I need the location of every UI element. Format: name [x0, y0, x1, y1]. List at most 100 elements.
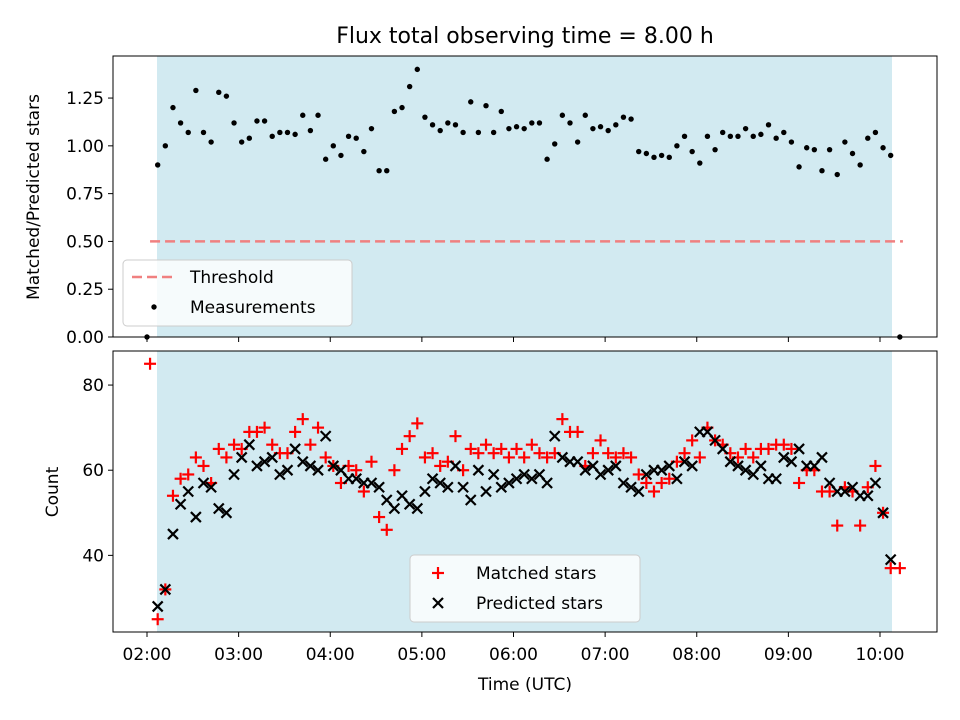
measurement-point [658, 152, 665, 159]
predicted-points [151, 426, 897, 613]
matched-point [632, 468, 645, 481]
measurement-point [246, 135, 253, 141]
measurement-point [842, 139, 848, 145]
predicted-point [778, 451, 790, 464]
matched-point [464, 442, 477, 455]
predicted-point [671, 472, 683, 485]
x-tick-label: 09:00 [764, 645, 813, 665]
predicted-point [541, 477, 553, 489]
matched-point [304, 438, 317, 451]
predicted-point [365, 477, 378, 489]
predicted-point [205, 481, 217, 494]
predicted-point [770, 472, 782, 485]
measurement-point [559, 112, 566, 118]
matched-point [502, 451, 515, 464]
measurement-point [758, 131, 764, 138]
top-axes-frame [112, 55, 938, 338]
top-x-ticks [146, 337, 881, 342]
measurement-point [811, 146, 818, 153]
matched-point [831, 519, 844, 532]
predicted-point [556, 451, 569, 464]
predicted-point [785, 455, 798, 468]
measurement-point [154, 162, 161, 168]
predicted-point [716, 443, 729, 455]
matched-point [373, 511, 386, 524]
measurement-point [651, 154, 657, 161]
matched-point [197, 459, 210, 472]
measurement-point [536, 120, 543, 126]
predicted-point [884, 553, 897, 566]
predicted-point [235, 451, 248, 464]
bottom-legend: Matched stars Predicted stars [409, 554, 641, 623]
measurement-point [429, 122, 436, 128]
measurement-point [208, 139, 214, 145]
matched-legend-label: Matched stars [476, 564, 596, 584]
predicted-point [182, 485, 195, 498]
matched-point [266, 438, 279, 451]
measurement-point [193, 87, 199, 94]
predicted-point [281, 464, 294, 476]
matched-point [365, 455, 378, 468]
predicted-point [304, 460, 317, 472]
measurements-legend-label: Measurements [190, 298, 316, 318]
measurement-point [223, 93, 230, 99]
predicted-point [251, 460, 263, 472]
predicted-point [266, 451, 278, 464]
matched-point [449, 430, 462, 443]
x-tick-label: 06:00 [489, 645, 538, 665]
predicted-point [579, 464, 592, 476]
top-panel: 0.00 0.25 0.50 0.75 1.00 1.25 Matched/Predict… [24, 55, 938, 348]
measurement-point [750, 133, 756, 139]
matched-point [793, 476, 806, 489]
measurement-point [353, 135, 359, 141]
predicted-point [312, 464, 324, 476]
matched-point [686, 434, 699, 447]
x-tick-label: 04:00 [306, 645, 355, 665]
matched-point [189, 451, 202, 464]
predicted-point [464, 494, 477, 506]
matched-point [296, 413, 309, 426]
matched-point [693, 451, 706, 464]
measurement-point [788, 139, 795, 145]
matched-point [289, 425, 302, 438]
y-tick-label: 1.00 [66, 137, 104, 157]
predicted-point [220, 507, 233, 519]
predicted-point [419, 485, 431, 498]
measurement-point [284, 129, 291, 136]
measurement-point [513, 124, 520, 130]
predicted-point [816, 451, 828, 464]
predicted-point [594, 468, 607, 481]
measurement-point [865, 135, 871, 141]
measurement-point [826, 146, 833, 153]
matched-point [396, 442, 409, 455]
measurement-point [613, 122, 619, 128]
matched-point [655, 476, 668, 489]
measurement-point [437, 127, 443, 134]
measurement-point [727, 133, 734, 139]
predicted-point [655, 464, 668, 476]
predicted-point [877, 507, 889, 519]
predicted-point [510, 472, 523, 485]
matched-point [426, 447, 439, 460]
y-tick-label: 60 [82, 461, 104, 481]
measurement-point [452, 122, 459, 128]
matched-point [739, 442, 752, 455]
predicted-point [632, 485, 645, 498]
measurement-point [414, 66, 420, 73]
measurement-point [643, 150, 650, 157]
predicted-point [289, 443, 301, 455]
measurement-point [712, 146, 718, 153]
predicted-legend-label: Predicted stars [476, 594, 603, 614]
measurement-points [144, 66, 903, 340]
measurement-point [483, 103, 489, 109]
measurement-point [254, 118, 260, 124]
x-tick-label: 02:00 [123, 645, 172, 665]
measurement-point [170, 104, 176, 111]
matched-point [747, 451, 760, 464]
measurement-point [796, 164, 802, 170]
matched-point [823, 485, 836, 498]
predicted-point [732, 460, 744, 472]
measurement-point [277, 129, 283, 136]
y-tick-label: 0.75 [66, 185, 104, 205]
measurement-point [238, 139, 245, 145]
